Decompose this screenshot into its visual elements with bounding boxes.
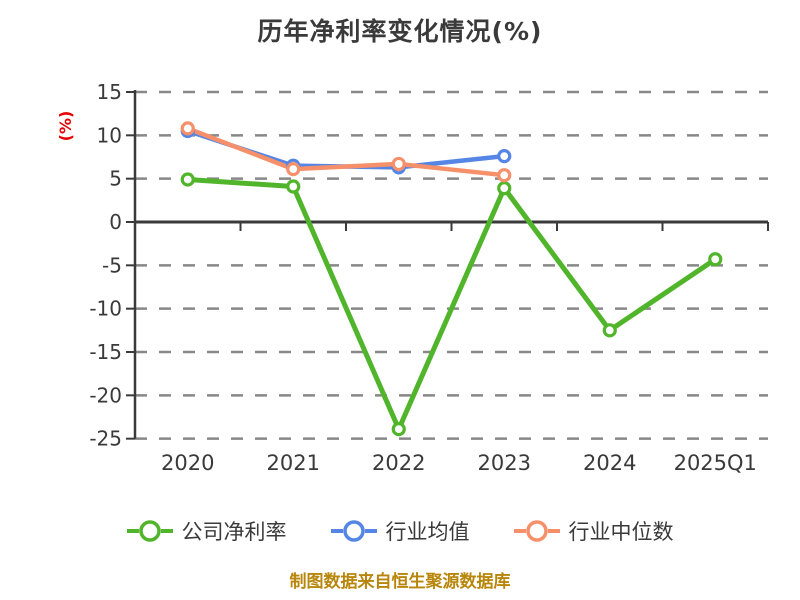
legend-marker-company-net-margin [126,520,173,542]
legend-label-industry-mean: 行业均值 [385,520,470,544]
legend-marker-industry-mean [330,520,377,542]
x-tick-label: 2021 [267,451,320,475]
y-tick-label: 0 [109,210,122,234]
y-tick-label: -15 [89,340,122,364]
legend-item-company-net-margin: 公司净利率 [126,516,287,546]
x-tick-label: 2022 [372,451,425,475]
data-source-note: 制图数据来自恒生聚源数据库 [289,572,511,592]
y-tick-label: -20 [89,383,122,407]
legend-marker-industry-median [513,520,560,542]
marker-industry-median-2020 [180,121,195,136]
marker-company-net-margin-2020 [180,172,195,187]
y-tick-label: -25 [89,427,122,451]
y-tick-label: 5 [109,167,122,191]
marker-company-net-margin-2021 [286,179,301,194]
chart-title: 历年净利率变化情况(%) [257,17,543,46]
marker-industry-median-2022 [391,156,406,172]
marker-industry-median-2021 [286,162,301,177]
marker-company-net-margin-2025Q1 [708,252,723,267]
chart-legend: 公司净利率 行业均值 行业中位数 [0,516,800,546]
x-tick-label: 2020 [161,451,214,475]
y-tick-label: -10 [89,297,122,321]
series-line-industry-median [186,126,505,178]
marker-company-net-margin-2024 [602,323,617,338]
y-tick-label: 10 [97,123,122,147]
series-line-company-net-margin [187,177,717,432]
x-tick-label: 2025Q1 [674,451,757,475]
marker-company-net-margin-2022 [391,422,406,437]
x-tick-label: 2024 [583,451,636,475]
y-tick-label: -5 [102,253,122,277]
marker-company-net-margin-2023 [497,181,512,196]
legend-label-company-net-margin: 公司净利率 [181,520,287,544]
x-tick-label: 2023 [478,451,531,475]
marker-industry-median-2023 [497,168,512,183]
marker-industry-mean-2023 [497,149,512,164]
legend-label-industry-median: 行业中位数 [568,520,674,544]
legend-item-industry-median: 行业中位数 [513,516,674,546]
legend-item-industry-mean: 行业均值 [330,516,470,546]
y-tick-label: 15 [97,80,122,104]
